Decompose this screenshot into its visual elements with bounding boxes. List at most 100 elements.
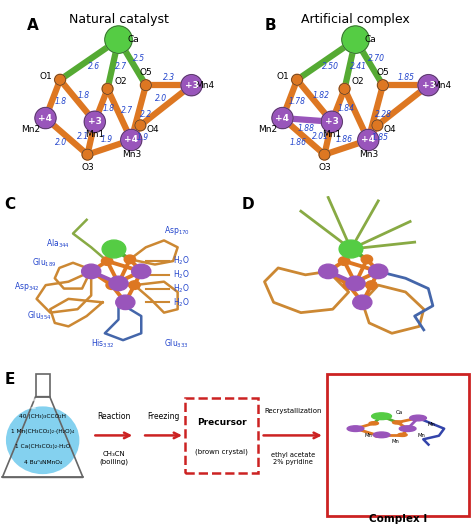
Text: Mn4: Mn4 — [432, 81, 451, 90]
Circle shape — [82, 149, 93, 160]
Circle shape — [129, 281, 140, 289]
Circle shape — [338, 257, 350, 266]
Circle shape — [342, 26, 369, 53]
Text: 2.41: 2.41 — [349, 61, 366, 70]
Text: 1.9: 1.9 — [100, 135, 113, 144]
Text: Artificial complex: Artificial complex — [301, 13, 410, 26]
FancyBboxPatch shape — [185, 398, 258, 472]
Circle shape — [105, 26, 132, 53]
Text: 1.9: 1.9 — [137, 133, 149, 142]
Text: 2.6: 2.6 — [88, 62, 100, 71]
Circle shape — [353, 295, 372, 309]
Text: Ca: Ca — [127, 35, 139, 44]
Text: Glu$_{354}$: Glu$_{354}$ — [27, 310, 52, 322]
Text: CH₃CN
(boiling): CH₃CN (boiling) — [99, 451, 128, 465]
Text: O1: O1 — [39, 71, 52, 80]
Text: 1.85: 1.85 — [397, 72, 414, 81]
Circle shape — [418, 75, 439, 96]
Circle shape — [181, 75, 202, 96]
Circle shape — [292, 74, 302, 85]
Text: 2.5: 2.5 — [133, 53, 146, 62]
Text: 1.8: 1.8 — [78, 91, 90, 100]
Text: Mn3: Mn3 — [359, 150, 378, 159]
Text: 2.28: 2.28 — [375, 110, 392, 119]
Circle shape — [398, 433, 407, 436]
Text: +3: +3 — [88, 117, 102, 126]
Text: Mn4: Mn4 — [195, 81, 214, 90]
Text: +4: +4 — [38, 114, 53, 123]
Ellipse shape — [6, 406, 79, 474]
Circle shape — [339, 84, 350, 94]
Circle shape — [135, 120, 146, 131]
Circle shape — [116, 295, 135, 309]
Text: 1.86: 1.86 — [290, 138, 307, 147]
Circle shape — [372, 120, 383, 131]
Circle shape — [44, 404, 51, 406]
Text: +3: +3 — [421, 81, 436, 90]
Text: 1.86: 1.86 — [335, 135, 352, 144]
Text: 2.2: 2.2 — [140, 110, 153, 119]
Text: Ca: Ca — [396, 411, 403, 415]
Text: 1.78: 1.78 — [289, 97, 306, 106]
Text: Glu$_{189}$: Glu$_{189}$ — [32, 257, 57, 269]
Text: O4: O4 — [384, 124, 396, 133]
Text: Ca: Ca — [364, 35, 376, 44]
Text: 1.84: 1.84 — [337, 104, 355, 113]
Text: A: A — [27, 17, 39, 33]
Text: Ala$_{344}$: Ala$_{344}$ — [46, 238, 70, 250]
Text: B: B — [264, 17, 276, 33]
Circle shape — [374, 434, 383, 437]
Text: +4: +4 — [275, 114, 290, 123]
Circle shape — [124, 255, 136, 263]
Text: Mn: Mn — [365, 433, 373, 437]
Circle shape — [30, 407, 36, 409]
Text: 2.0: 2.0 — [155, 94, 167, 103]
Circle shape — [410, 415, 427, 421]
Text: H$_2$O: H$_2$O — [173, 296, 190, 308]
Circle shape — [102, 240, 126, 258]
Circle shape — [84, 111, 105, 132]
Text: O3: O3 — [81, 163, 94, 172]
Text: Mn1: Mn1 — [85, 130, 104, 139]
Circle shape — [321, 111, 342, 132]
Text: Mn3: Mn3 — [122, 150, 141, 159]
Circle shape — [358, 130, 379, 151]
Circle shape — [346, 276, 365, 290]
Text: 2.7: 2.7 — [115, 61, 127, 70]
Text: 40 (CH₃)₃CCO₂H: 40 (CH₃)₃CCO₂H — [19, 414, 66, 418]
Text: 1.8: 1.8 — [55, 97, 66, 106]
Text: 2.1: 2.1 — [77, 132, 89, 141]
Circle shape — [319, 264, 338, 279]
Circle shape — [373, 432, 390, 437]
Text: 1.82: 1.82 — [312, 91, 329, 100]
Text: Mn: Mn — [391, 439, 399, 444]
Text: E: E — [5, 372, 15, 388]
Text: +3: +3 — [325, 117, 339, 126]
Text: O2: O2 — [351, 77, 364, 86]
Text: D: D — [242, 197, 255, 213]
Circle shape — [319, 149, 330, 160]
Text: 2.70: 2.70 — [368, 53, 385, 62]
Circle shape — [369, 264, 388, 279]
Circle shape — [343, 281, 355, 289]
Circle shape — [140, 80, 151, 90]
Circle shape — [366, 281, 377, 289]
Text: Mn2: Mn2 — [258, 124, 277, 133]
Text: Reaction: Reaction — [97, 412, 130, 421]
Circle shape — [82, 264, 101, 279]
Circle shape — [272, 107, 293, 129]
Circle shape — [106, 281, 118, 289]
Text: Mn: Mn — [428, 422, 436, 427]
Circle shape — [121, 130, 142, 151]
Text: O1: O1 — [276, 71, 289, 80]
Text: 1 Mn(CH₃CO₂)₂·(H₂O)₄: 1 Mn(CH₃CO₂)₂·(H₂O)₄ — [11, 429, 74, 434]
Circle shape — [369, 422, 378, 425]
Text: Freezing: Freezing — [147, 412, 180, 421]
Text: H$_2$O: H$_2$O — [173, 269, 190, 281]
Text: O3: O3 — [318, 163, 331, 172]
Text: O4: O4 — [147, 124, 159, 133]
Text: Natural catalyst: Natural catalyst — [69, 13, 168, 26]
Text: ethyl acetate
2% pyridine: ethyl acetate 2% pyridine — [271, 452, 315, 464]
Text: Asp$_{342}$: Asp$_{342}$ — [14, 280, 40, 294]
Circle shape — [339, 240, 363, 258]
